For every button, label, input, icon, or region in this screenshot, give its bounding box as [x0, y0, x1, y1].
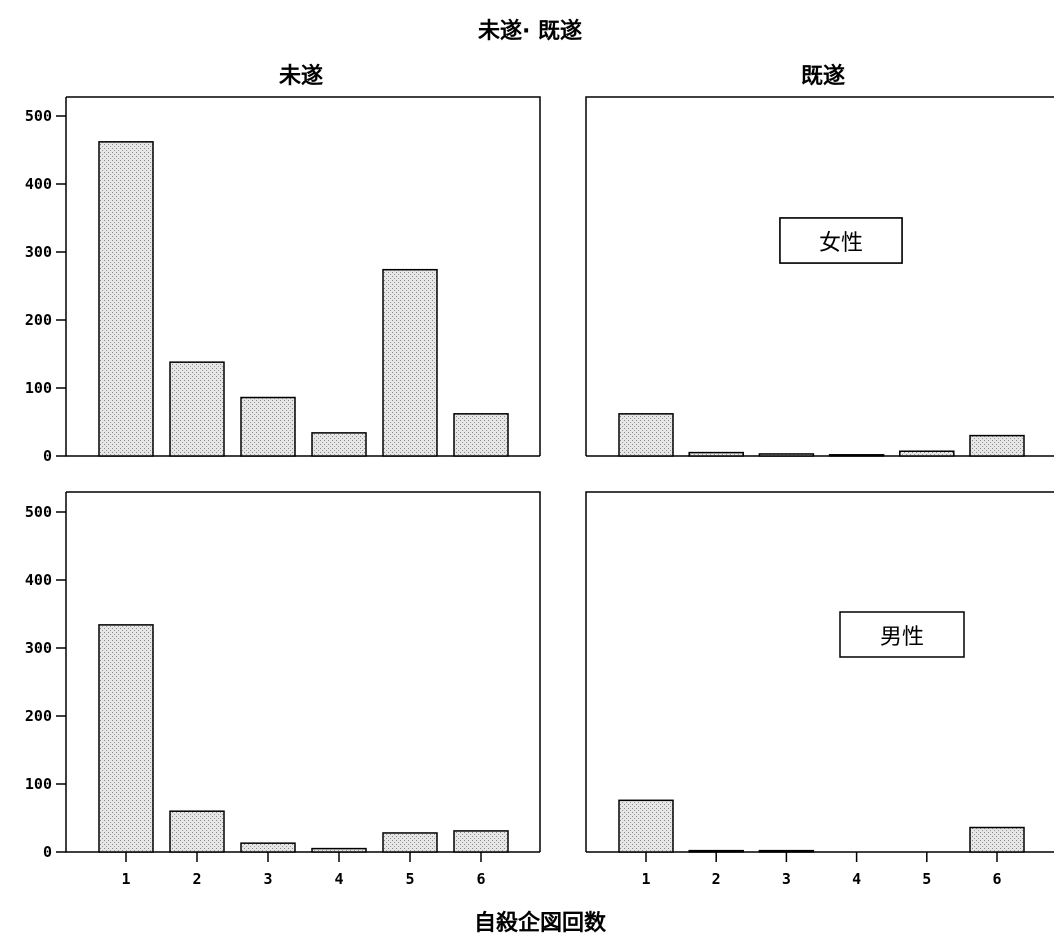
- bar: [618, 413, 674, 457]
- column-title-left: 未遂: [279, 63, 323, 89]
- bar: [169, 361, 225, 457]
- x-tick-label: 1: [121, 870, 130, 888]
- bar: [240, 396, 296, 457]
- y-tick-label: 300: [25, 243, 52, 261]
- x-tick-label: 6: [992, 870, 1001, 888]
- x-tick-label: 5: [405, 870, 414, 888]
- bar: [828, 454, 885, 457]
- x-tick-label: 3: [782, 870, 791, 888]
- panel-1: 0 100 200 300 400 500 女性: [25, 96, 903, 465]
- panel-frame: [585, 96, 1054, 457]
- row-label: 男性: [880, 625, 924, 650]
- bar: [311, 432, 367, 457]
- x-tick-label: 4: [334, 870, 343, 888]
- bar: [240, 842, 296, 853]
- bar: [382, 268, 438, 457]
- bar: [382, 832, 438, 853]
- bar: [969, 434, 1025, 457]
- y-tick-label: 300: [25, 639, 52, 657]
- bar: [688, 849, 744, 853]
- y-tick-label: 100: [25, 775, 52, 793]
- row-label-box: 男性: [839, 611, 965, 658]
- bar: [453, 413, 509, 457]
- x-tick-label: 4: [852, 870, 861, 888]
- y-tick-label: 200: [25, 311, 52, 329]
- bar: [169, 810, 225, 853]
- y-tick-label: 100: [25, 379, 52, 397]
- bar: [758, 849, 815, 853]
- y-tick-label: 500: [25, 503, 52, 521]
- chart-title: 未遂· 既遂: [478, 18, 582, 44]
- x-tick-label: 2: [192, 870, 201, 888]
- bar: [311, 847, 367, 853]
- row-label-frame: [779, 217, 903, 264]
- y-tick-label: 400: [25, 175, 52, 193]
- row-label: 女性: [819, 231, 863, 256]
- x-tick-label: 5: [922, 870, 931, 888]
- bar: [618, 799, 674, 853]
- row-label-frame: [839, 611, 965, 658]
- bar: [98, 141, 154, 457]
- row-label-box: 女性: [779, 217, 903, 264]
- x-tick-label: 1: [641, 870, 650, 888]
- y-tick-label: 0: [43, 447, 52, 465]
- x-tick-label: 3: [263, 870, 272, 888]
- panel-2: 女性: [585, 96, 1054, 457]
- x-tick-label: 2: [712, 870, 721, 888]
- bar: [453, 830, 509, 853]
- panel-3: 0 100 200 300 400 500 1 2 3 4 5 6: [25, 491, 541, 888]
- bar: [969, 826, 1025, 853]
- y-tick-label: 500: [25, 107, 52, 125]
- panel-4: 1 2 3 4 5 6 男性: [585, 491, 1054, 888]
- y-tick-label: 400: [25, 571, 52, 589]
- column-title-right: 既遂: [801, 63, 845, 89]
- bar: [688, 451, 744, 457]
- y-tick-label: 200: [25, 707, 52, 725]
- bar: [98, 624, 154, 853]
- y-tick-label: 0: [43, 843, 52, 861]
- panel-frame: [585, 491, 1054, 853]
- bar: [899, 450, 955, 457]
- bar: [758, 453, 815, 457]
- x-tick-label: 6: [476, 870, 485, 888]
- x-axis-label: 自殺企図回数: [474, 910, 607, 936]
